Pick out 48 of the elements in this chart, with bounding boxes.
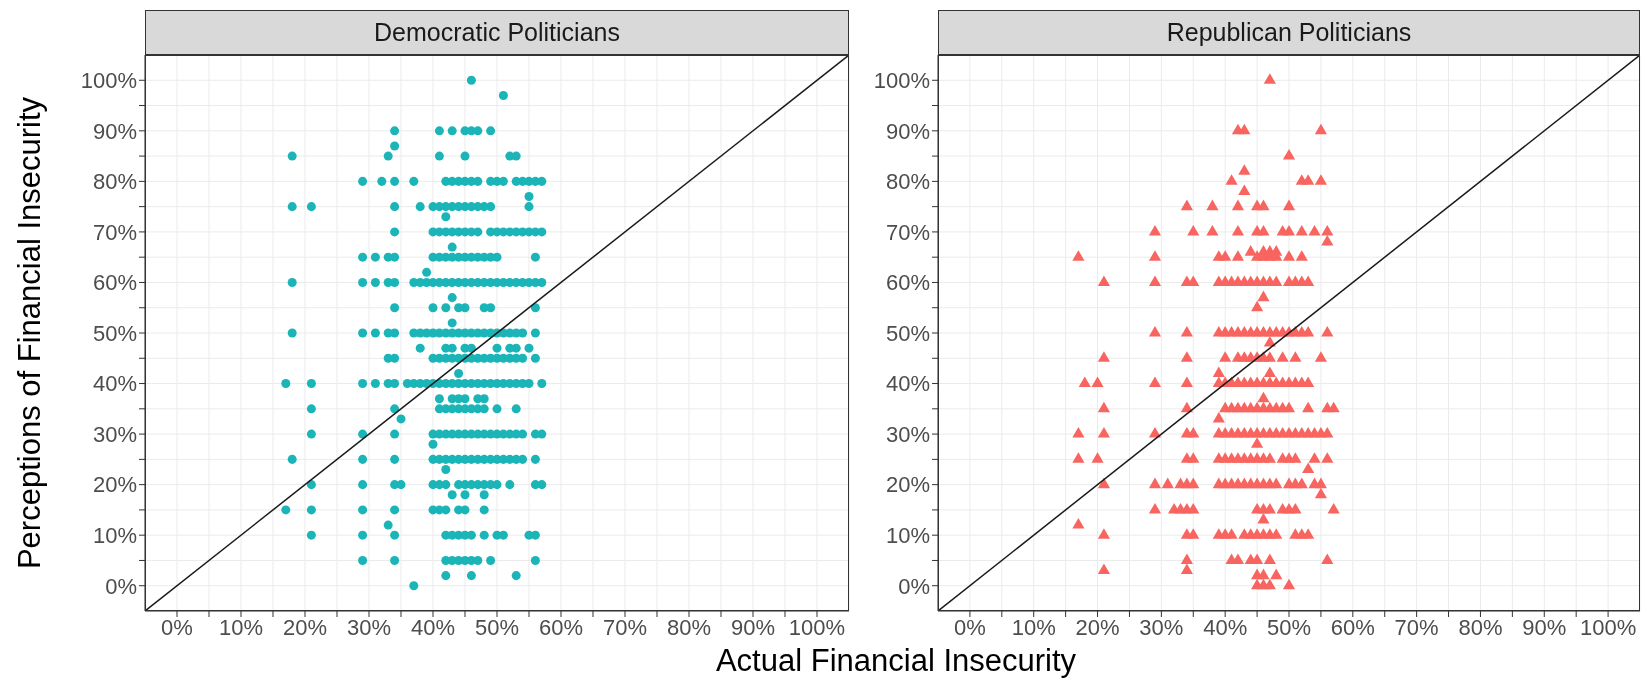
x-tick-label: 100% [1579, 614, 1637, 640]
x-tick-label: 90% [730, 614, 776, 640]
y-tick-label: 50% [92, 320, 137, 346]
y-tick-label: 30% [885, 421, 930, 447]
x-tick-label: 70% [602, 614, 648, 640]
x-tick-label: 0% [954, 614, 986, 640]
y-tick-label: 80% [885, 169, 930, 195]
y-axis-title: Perceptions of Financial Insecurity [12, 96, 48, 570]
y-tick-label: 100% [80, 68, 137, 94]
y-tick-label: 70% [92, 219, 137, 245]
y-tick-label: 60% [885, 270, 930, 296]
y-tick-label: 40% [92, 371, 137, 397]
x-tick-label: 100% [788, 614, 846, 640]
x-tick-label: 10% [1011, 614, 1056, 640]
x-tick-label: 40% [410, 614, 456, 640]
x-tick-label: 80% [666, 614, 712, 640]
y-tick-label: 90% [92, 118, 137, 144]
y-tick-label: 20% [885, 472, 930, 498]
x-tick-label: 50% [474, 614, 520, 640]
y-tick-label: 100% [873, 68, 930, 94]
y-tick-label: 10% [885, 522, 930, 548]
y-tick-label: 30% [92, 421, 137, 447]
y-tick-label: 0% [105, 573, 137, 599]
x-tick-label: 50% [1266, 614, 1312, 640]
x-tick-label: 10% [218, 614, 264, 640]
x-tick-label: 60% [1330, 614, 1375, 640]
x-tick-label: 20% [282, 614, 328, 640]
y-tick-label: 70% [885, 219, 930, 245]
x-tick-label: 60% [538, 614, 584, 640]
y-tick-label: 50% [885, 320, 930, 346]
y-tick-label: 90% [885, 118, 930, 144]
x-tick-label: 30% [1139, 614, 1184, 640]
x-tick-label: 30% [346, 614, 392, 640]
y-tick-label: 40% [885, 371, 930, 397]
x-tick-label: 80% [1458, 614, 1503, 640]
chart-title: Republican Politicians [938, 10, 1640, 55]
y-tick-label: 20% [92, 472, 137, 498]
chart-title: Democratic Politicians [145, 10, 849, 55]
y-tick-label: 0% [898, 573, 930, 599]
y-tick-label: 80% [92, 169, 137, 195]
x-tick-label: 40% [1203, 614, 1248, 640]
x-tick-label: 70% [1394, 614, 1439, 640]
x-tick-label: 20% [1075, 614, 1120, 640]
x-tick-label: 0% [161, 614, 193, 640]
x-tick-label: 90% [1522, 614, 1567, 640]
y-tick-label: 10% [92, 522, 137, 548]
y-tick-label: 60% [92, 270, 137, 296]
x-axis-title: Actual Financial Insecurity [714, 643, 1078, 679]
